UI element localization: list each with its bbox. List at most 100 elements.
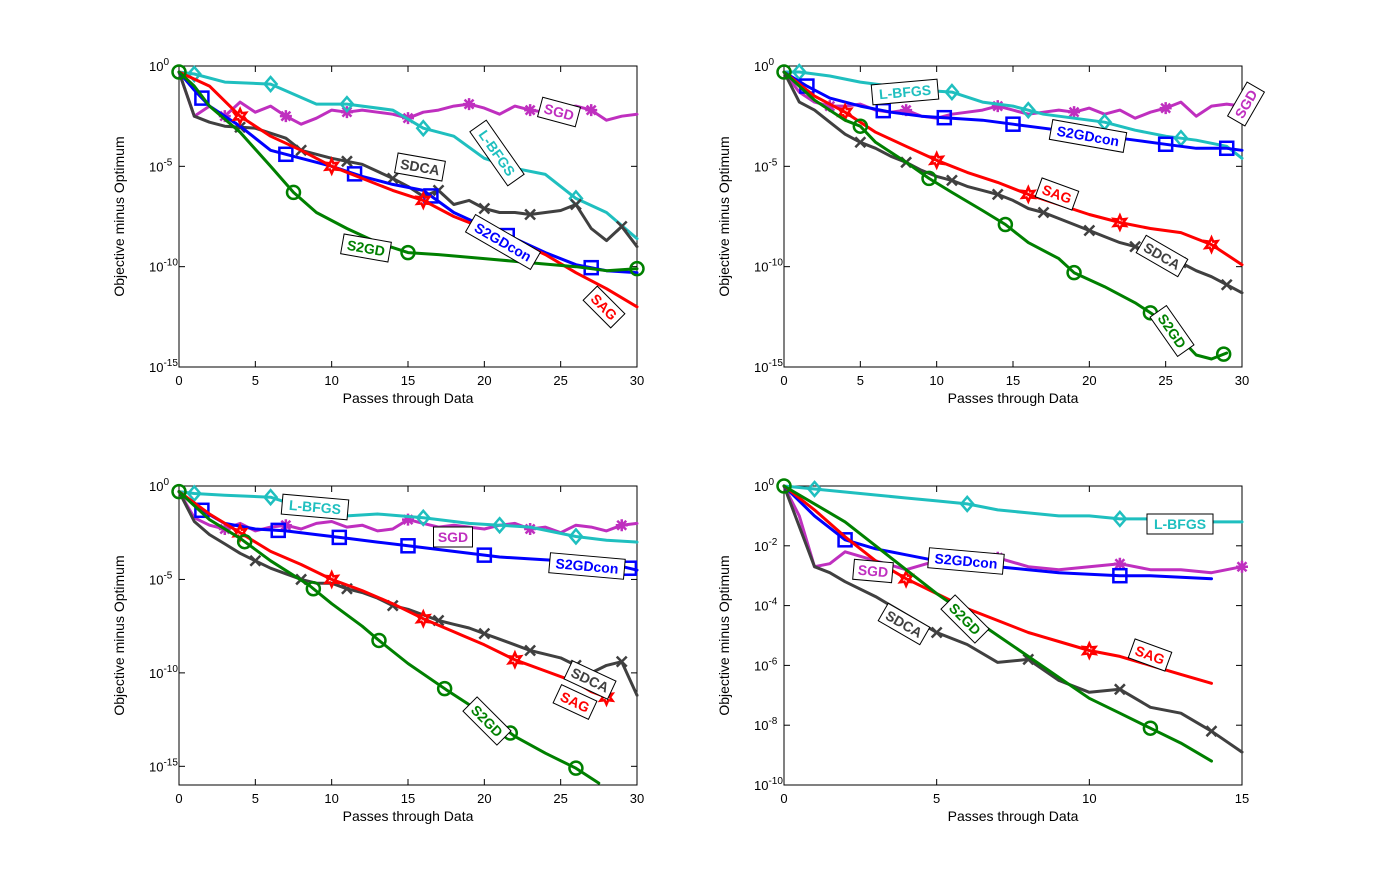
label-box [552,684,598,720]
y-tick-label: 10-15 [754,358,783,375]
diamond-marker [262,488,279,507]
label-box [394,152,446,182]
asterisk-marker [900,104,913,117]
x-tick-label: 30 [630,791,644,806]
y-tick-label: 10-8 [754,716,778,733]
square-marker [476,547,493,563]
star-marker [1080,640,1099,661]
x-tick-label: 5 [933,791,940,806]
x-axis-label: Passes through Data [948,390,1079,406]
asterisk-marker [524,104,537,117]
series-label-l-bfgs: L-BFGS [280,493,350,521]
x-tick-label: 20 [477,373,491,388]
label-text: S2GDcon [934,550,998,571]
y-axis-label: Objective minus Optimum [111,136,127,296]
asterisk-marker [402,513,414,526]
series-label-sgd: SGD [536,96,582,128]
label-text: L-BFGS [288,497,341,517]
x-marker [386,172,399,185]
label-box [870,78,940,106]
label-box [433,526,473,548]
square-marker [936,109,953,126]
series-line [782,484,1244,754]
label-text: SGD [542,100,575,123]
diamond-marker [491,516,508,535]
asterisk-marker [823,100,836,113]
x-marker [524,208,537,221]
plot-area [178,485,638,786]
series-s2gd [171,64,645,277]
diamond-marker [1112,509,1128,528]
series-line [782,484,1213,763]
x-tick-label: 20 [477,791,491,806]
label-box [852,558,894,584]
series-line [177,490,639,544]
y-tick-label: 10-10 [149,664,178,681]
circle-marker [171,64,187,80]
circle-marker [921,170,937,187]
square-marker [270,522,286,539]
x-tick-label: 15 [401,373,415,388]
y-tick-label: 10-2 [754,537,778,554]
label-box [563,660,617,700]
label-text: S2GD [346,237,386,259]
series-group [171,483,639,785]
series-label-s2gd: S2GD [340,233,392,263]
label-box [1034,177,1080,211]
chart-panel-bottom-right: 0 5 10 15 100 10-2 10-4 10-6 10-8 10-10 Passes thr… [716,477,1249,824]
series-l-bfgs [177,65,639,241]
asterisk-marker [991,100,1004,113]
x-marker [524,644,537,657]
x-axis-label: Passes through Data [948,808,1079,824]
x-marker [991,188,1004,201]
series-label-sgd: SGD [433,526,473,548]
circle-marker [776,64,792,80]
asterisk-marker [524,522,537,535]
diamond-marker [959,495,975,513]
series-label-sdca: SDCA [877,602,931,646]
label-box [1146,513,1214,535]
asterisk-marker [279,110,292,123]
label-box [1048,119,1128,153]
square-marker [331,529,348,546]
series-s2gd [171,483,601,785]
label-text: L-BFGS [878,82,931,102]
label-text: SDCA [399,156,441,179]
series-group [171,64,645,309]
circle-marker [568,760,584,776]
chart-panel-top-left: 0 5 10 15 20 25 30 100 10-5 10-10 10-15 Passes thro… [111,57,645,406]
x-marker [930,626,943,639]
diamond-marker [806,480,823,498]
star-marker [322,156,341,177]
series-label-sdca: SDCA [1135,234,1189,278]
y-tick-label: 10-5 [149,570,173,587]
square-marker [194,502,210,519]
x-tick-label: 30 [630,373,644,388]
x-marker [478,202,491,215]
x-marker [1220,278,1233,291]
diamond-marker [415,508,431,527]
circle-marker [285,184,302,201]
series-line [782,70,1244,120]
x-tick-label: 15 [1235,791,1249,806]
series-label-l-bfgs: L-BFGS [870,78,940,106]
y-tick-label: 10-5 [754,157,778,174]
circle-marker [171,483,187,500]
star-marker [414,608,432,629]
series-label-s2gd: S2GD [462,696,512,746]
diamond-marker [415,119,431,138]
series-line [177,490,608,699]
chart-panel-bottom-left: 0 5 10 15 20 25 30 100 10-5 10-10 10-15 Passes thro… [111,477,644,824]
y-tick-label: 10-15 [149,358,178,375]
label-box [548,552,626,580]
circle-marker [436,680,453,697]
plot-area [783,485,1243,786]
series-line [782,70,1244,152]
label-box [940,594,990,644]
square-marker [1157,136,1174,153]
series-sag [177,70,639,309]
circle-marker [852,118,869,134]
x-marker [1113,683,1126,696]
series-label-sgd: SGD [852,558,894,584]
